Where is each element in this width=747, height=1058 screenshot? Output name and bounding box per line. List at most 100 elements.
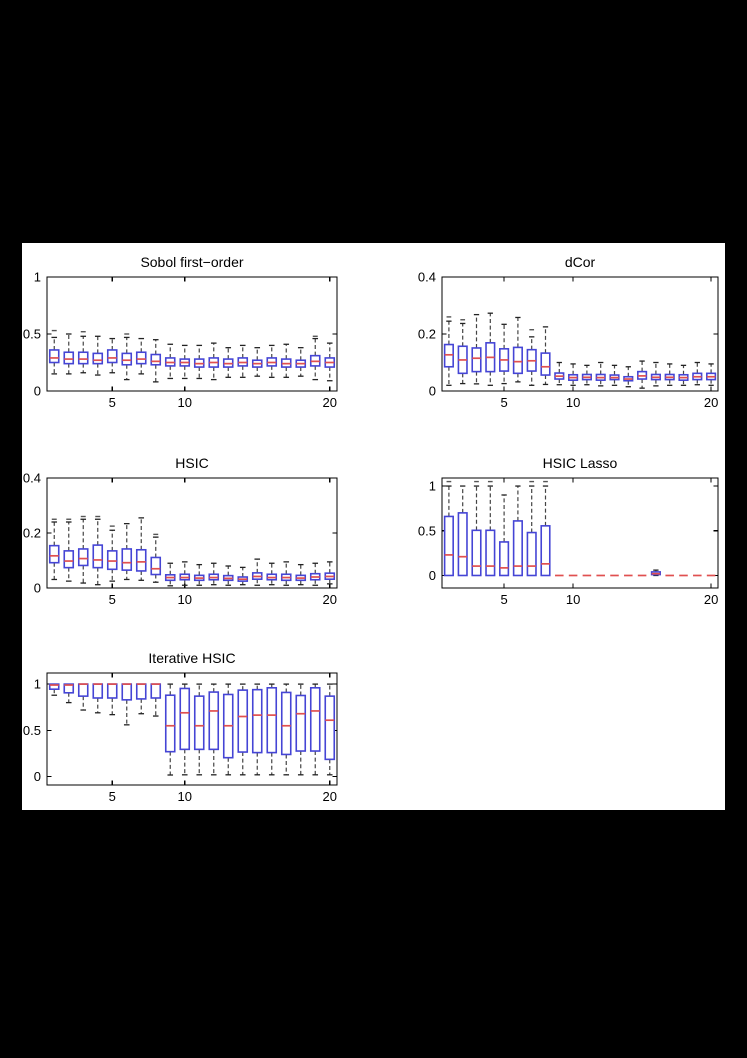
x-tick-label: 20 [704, 592, 718, 607]
box-x18 [295, 683, 307, 776]
box-x2 [63, 518, 75, 582]
box-x17 [280, 561, 292, 586]
y-tick-label: 0.2 [418, 327, 436, 342]
x-tick-label: 10 [178, 395, 192, 410]
box-x11 [581, 364, 592, 386]
box-x1 [443, 480, 454, 577]
box-x9 [554, 361, 565, 386]
box-x8 [150, 683, 162, 717]
box-x7 [135, 337, 147, 375]
box-x14 [237, 344, 249, 378]
box-x3 [471, 313, 482, 385]
x-tick-label: 5 [500, 592, 507, 607]
subplot-title-hsic-lasso: HSIC Lasso [542, 455, 618, 471]
box-x6 [512, 316, 523, 383]
box-x4 [92, 683, 104, 714]
subplot-title-hsic: HSIC [175, 455, 209, 471]
x-tick-label: 10 [566, 592, 580, 607]
box-x1 [48, 518, 60, 581]
subplot-iterative-hsic: Iterative HSIC 5 10 20 0 0.5 1 [23, 650, 338, 804]
y-tick-label: 0 [429, 384, 436, 399]
y-tick-label: 0.4 [418, 270, 436, 285]
box-x17 [280, 343, 292, 378]
subplot-title-dcor: dCor [564, 254, 596, 270]
box-x10 [179, 344, 191, 380]
box-x12 [208, 683, 220, 776]
hsic-boxplot: 5 10 20 0 0.2 0.4 [23, 471, 338, 607]
subplot-title-sobol-first-order: Sobol first−order [140, 254, 244, 270]
x-tick-label: 10 [178, 789, 192, 804]
box-x15 [251, 683, 263, 776]
box-x4 [485, 312, 496, 386]
subplot-dcor: dCor 5 10 20 0 0.2 0.4 [418, 254, 719, 410]
box-x14 [623, 366, 634, 388]
box-x5 [499, 494, 510, 577]
box-x10 [568, 363, 579, 386]
x-tick-label: 5 [109, 789, 116, 804]
box-x20 [324, 342, 336, 382]
box-x19 [692, 361, 703, 386]
box-x6 [512, 485, 523, 577]
box-x16 [266, 683, 278, 776]
box-x3 [471, 480, 482, 577]
box-x7 [526, 329, 537, 386]
box-x12 [208, 562, 220, 586]
box-x3 [77, 331, 89, 374]
figure-panel: Sobol first−order 5 10 20 0 0.5 1 dCor 5 10 20 0… [22, 243, 725, 810]
box-x19 [309, 683, 321, 776]
box-x1 [48, 329, 60, 375]
box-x3 [77, 515, 89, 584]
box-x5 [106, 525, 118, 582]
box-x8 [150, 339, 162, 383]
y-tick-label: 0.4 [23, 471, 41, 486]
y-tick-label: 0.5 [23, 723, 41, 738]
box-x8 [150, 533, 162, 583]
box-x13 [222, 683, 234, 776]
y-tick-label: 1 [34, 270, 41, 285]
box-x2 [63, 333, 75, 375]
box-x2 [63, 683, 75, 704]
box-x12 [595, 361, 606, 387]
y-tick-label: 0 [34, 769, 41, 784]
box-x14 [237, 566, 249, 586]
box-x13 [609, 364, 620, 386]
axes-frame: 5 10 20 0 0.5 1 [23, 270, 338, 410]
box-x4 [485, 480, 496, 577]
x-tick-label: 20 [323, 592, 337, 607]
x-tick-label: 5 [109, 395, 116, 410]
box-x1 [48, 683, 60, 696]
box-x15 [251, 558, 263, 586]
box-x16 [650, 569, 661, 577]
box-x7 [526, 480, 537, 577]
box-x9 [164, 343, 176, 380]
y-tick-label: 0.2 [23, 526, 41, 541]
box-x4 [92, 515, 104, 586]
box-x18 [678, 364, 689, 386]
y-tick-label: 1 [34, 677, 41, 692]
y-tick-label: 0 [429, 568, 436, 583]
box-x13 [222, 565, 234, 586]
box-x8 [540, 480, 551, 577]
box-x6 [121, 683, 133, 726]
x-tick-label: 20 [323, 395, 337, 410]
x-tick-label: 20 [704, 395, 718, 410]
box-x15 [251, 347, 263, 377]
y-tick-label: 1 [429, 479, 436, 494]
subplot-hsic-lasso: HSIC Lasso 5 10 20 0 0.5 1 [418, 455, 719, 607]
axes-frame: 5 10 20 0 0.2 0.4 [418, 270, 719, 410]
box-x4 [92, 335, 104, 376]
y-tick-label: 0.5 [418, 523, 436, 538]
box-x9 [164, 562, 176, 587]
box-x16 [266, 344, 278, 378]
box-x11 [193, 683, 205, 776]
x-tick-label: 20 [323, 789, 337, 804]
iterative-hsic-boxplot: 5 10 20 0 0.5 1 [23, 672, 338, 804]
box-x17 [664, 363, 675, 386]
box-x10 [179, 683, 191, 776]
x-tick-label: 5 [500, 395, 507, 410]
subplot-hsic: HSIC 5 10 20 0 0.2 0.4 [23, 455, 338, 607]
box-x11 [193, 563, 205, 586]
subplot-sobol-first-order: Sobol first−order 5 10 20 0 0.5 1 [23, 254, 338, 410]
box-x8 [540, 326, 551, 386]
